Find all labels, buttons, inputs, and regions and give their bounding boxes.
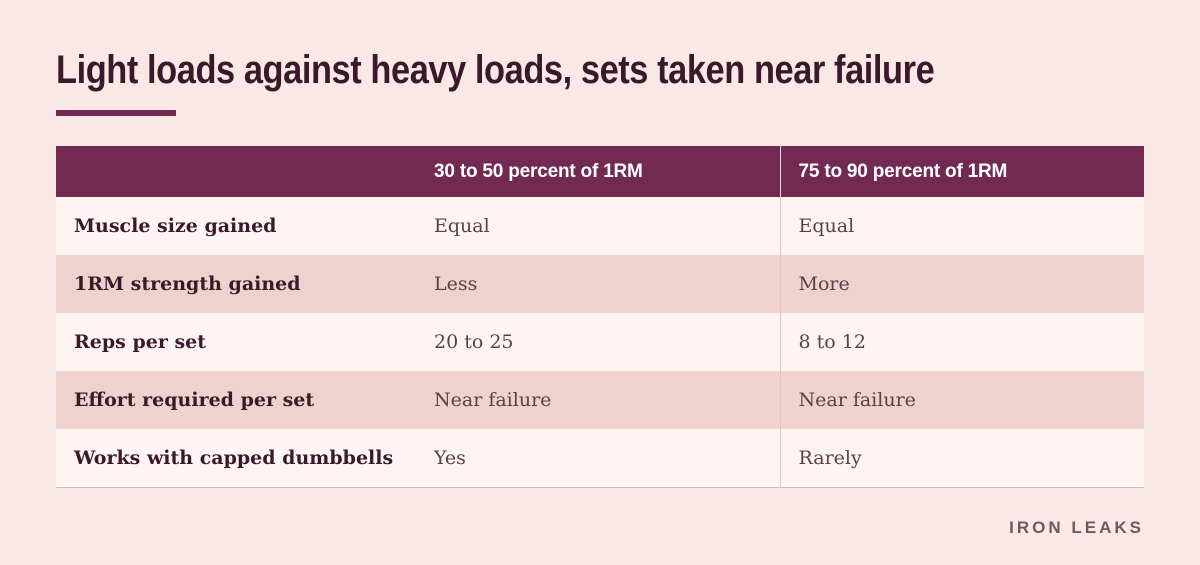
row-label: Effort required per set <box>74 389 315 411</box>
cell-heavy: Rarely <box>779 429 1144 487</box>
row-label: 1RM strength gained <box>74 273 301 295</box>
cell-heavy: Near failure <box>779 371 1144 429</box>
cell-light: Near failure <box>434 389 552 411</box>
cell-heavy: Equal <box>779 197 1144 255</box>
header-light-loads: 30 to 50 percent of 1RM <box>434 160 643 182</box>
cell-light: Yes <box>434 446 466 469</box>
cell-light: Equal <box>434 215 490 237</box>
row-label: Reps per set <box>74 331 207 353</box>
cell-heavy: 8 to 12 <box>779 313 1144 371</box>
cell-light: 20 to 25 <box>434 331 514 353</box>
cell-heavy: More <box>779 255 1144 313</box>
table-row: 1RM strength gained Less More <box>56 255 1144 313</box>
brand-wordmark: IRON LEAKS <box>1009 518 1144 537</box>
table-row: Works with capped dumbbells Yes Rarely <box>56 429 1144 487</box>
row-label: Works with capped dumbbells <box>74 446 394 469</box>
title-underline <box>56 110 176 116</box>
comparison-table: 30 to 50 percent of 1RM 75 to 90 percent… <box>56 146 1144 488</box>
cell-light: Less <box>434 273 478 295</box>
table-row: Reps per set 20 to 25 8 to 12 <box>56 313 1144 371</box>
table-row: Effort required per set Near failure Nea… <box>56 371 1144 429</box>
table-header-row: 30 to 50 percent of 1RM 75 to 90 percent… <box>56 146 1144 197</box>
header-corner <box>56 146 416 197</box>
header-heavy-loads: 75 to 90 percent of 1RM <box>779 146 1144 197</box>
row-label: Muscle size gained <box>74 215 277 237</box>
page-title: Light loads against heavy loads, sets ta… <box>56 48 935 92</box>
table-row: Muscle size gained Equal Equal <box>56 197 1144 255</box>
